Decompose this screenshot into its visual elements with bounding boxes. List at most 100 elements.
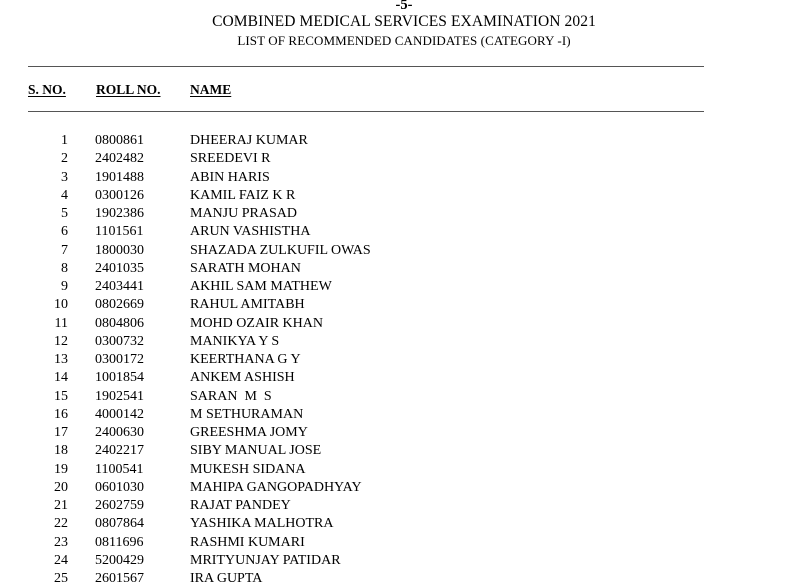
cell-serial-number: 14 [54, 370, 68, 386]
document-subtitle: LIST OF RECOMMENDED CANDIDATES (CATEGORY… [237, 33, 571, 48]
document-title: COMBINED MEDICAL SERVICES EXAMINATION 20… [212, 13, 596, 30]
cell-serial-number: 11 [54, 315, 68, 331]
cell-serial-number: 3 [61, 169, 68, 185]
table-header-row: S. NO. ROLL NO. NAME [0, 82, 808, 100]
cell-candidate-name: ANKEM ASHISH [190, 370, 295, 386]
cell-candidate-name: RAJAT PANDEY [190, 498, 291, 513]
cell-roll-number: 0807864 [95, 516, 144, 532]
cell-roll-number: 5200429 [95, 552, 144, 568]
cell-roll-number: 0802669 [95, 297, 144, 313]
cell-candidate-name: SHAZADA ZULKUFIL OWAS [190, 242, 371, 258]
cell-candidate-name: SREEDEVI R [190, 151, 271, 167]
table-row: 4 0300126 KAMIL FAIZ K R [0, 187, 808, 205]
cell-candidate-name: ABIN HARIS [190, 169, 270, 185]
cell-candidate-name: RASHMI KUMARI [190, 534, 305, 550]
cell-roll-number: 0811696 [95, 534, 144, 550]
column-header-roll-number: ROLL NO. [96, 82, 161, 97]
table-row: 5 1902386 MANJU PRASAD [0, 205, 808, 223]
cell-roll-number: 2402217 [95, 443, 144, 459]
cell-candidate-name: ARUN VASHISTHA [190, 224, 311, 240]
table-row: 23 0811696 RASHMI KUMARI [0, 534, 808, 552]
table-row: 10 0802669 RAHUL AMITABH [0, 296, 808, 314]
column-header-serial-number: S. NO. [28, 82, 66, 97]
cell-candidate-name: SARATH MOHAN [190, 260, 301, 276]
cell-candidate-name: MOHD OZAIR KHAN [190, 315, 323, 331]
cell-candidate-name: KAMIL FAIZ K R [190, 187, 296, 203]
cell-serial-number: 4 [61, 187, 68, 203]
cell-roll-number: 0300126 [95, 187, 144, 203]
cell-candidate-name: M SETHURAMAN [190, 406, 304, 422]
cell-candidate-name: SARAN M S [190, 388, 272, 404]
cell-roll-number: 1101561 [95, 224, 144, 240]
table-row: 20 0601030 MAHIPA GANGOPADHYAY [0, 479, 808, 497]
table-row: 21 2602759 RAJAT PANDEY [0, 497, 808, 515]
cell-candidate-name: IRA GUPTA [190, 571, 263, 586]
table-row: 17 2400630 GREESHMA JOMY [0, 424, 808, 442]
cell-serial-number: 2 [61, 151, 68, 167]
cell-candidate-name: MANIKYA Y S [190, 333, 280, 349]
cell-roll-number: 1001854 [95, 370, 144, 386]
cell-roll-number: 2400630 [95, 425, 144, 440]
table-row: 14 1001854 ANKEM ASHISH [0, 369, 808, 387]
table-row: 15 1902541 SARAN M S [0, 388, 808, 406]
header-rule-bottom [28, 111, 704, 112]
cell-roll-number: 1901488 [95, 169, 144, 185]
cell-serial-number: 17 [54, 425, 68, 440]
table-row: 16 4000142 M SETHURAMAN [0, 406, 808, 424]
cell-serial-number: 8 [61, 260, 68, 276]
cell-candidate-name: MRITYUNJAY PATIDAR [190, 552, 341, 568]
table-row: 13 0300172 KEERTHANA G Y [0, 351, 808, 369]
cell-roll-number: 1100541 [95, 461, 144, 477]
column-header-name: NAME [190, 82, 232, 97]
table-row: 25 2601567 IRA GUPTA [0, 570, 808, 588]
cell-candidate-name: KEERTHANA G Y [190, 352, 301, 367]
table-row: 6 1101561 ARUN VASHISTHA [0, 223, 808, 241]
table-row: 24 5200429 MRITYUNJAY PATIDAR [0, 552, 808, 570]
cell-candidate-name: MAHIPA GANGOPADHYAY [190, 479, 362, 495]
cell-roll-number: 0300732 [95, 333, 144, 349]
header-rule-top [28, 66, 704, 67]
table-row: 2 2402482 SREEDEVI R [0, 150, 808, 168]
cell-serial-number: 7 [61, 242, 68, 258]
cell-serial-number: 6 [61, 224, 68, 240]
table-row: 12 0300732 MANIKYA Y S [0, 333, 808, 351]
cell-serial-number: 15 [54, 388, 68, 404]
cell-serial-number: 24 [54, 552, 68, 568]
table-row: 18 2402217 SIBY MANUAL JOSE [0, 442, 808, 460]
cell-roll-number: 2402482 [95, 151, 144, 167]
cell-serial-number: 13 [54, 352, 68, 367]
cell-serial-number: 9 [61, 279, 68, 294]
table-row: 8 2401035 SARATH MOHAN [0, 260, 808, 278]
cell-roll-number: 1902541 [95, 388, 144, 404]
table-row: 11 0804806 MOHD OZAIR KHAN [0, 315, 808, 333]
cell-serial-number: 5 [61, 206, 68, 221]
cell-serial-number: 20 [54, 479, 68, 495]
cell-serial-number: 22 [54, 516, 68, 532]
table-row: 19 1100541 MUKESH SIDANA [0, 461, 808, 479]
cell-roll-number: 0601030 [95, 479, 144, 495]
cell-serial-number: 25 [54, 571, 68, 586]
cell-serial-number: 12 [54, 333, 68, 349]
cell-serial-number: 21 [54, 498, 68, 513]
table-row: 22 0807864 YASHIKA MALHOTRA [0, 515, 808, 533]
cell-roll-number: 1800030 [95, 242, 144, 258]
cell-serial-number: 18 [54, 443, 68, 459]
cell-roll-number: 2403441 [95, 279, 144, 294]
cell-roll-number: 0300172 [95, 352, 144, 367]
page-number-marker: -5- [395, 0, 413, 13]
cell-candidate-name: MANJU PRASAD [190, 206, 297, 221]
cell-candidate-name: MUKESH SIDANA [190, 461, 306, 477]
cell-roll-number: 4000142 [95, 406, 144, 422]
table-row: 1 0800861 DHEERAJ KUMAR [0, 132, 808, 150]
cell-roll-number: 2601567 [95, 571, 144, 586]
cell-candidate-name: RAHUL AMITABH [190, 297, 305, 313]
table-row: 9 2403441 AKHIL SAM MATHEW [0, 278, 808, 296]
cell-roll-number: 2602759 [95, 498, 144, 513]
cell-candidate-name: YASHIKA MALHOTRA [190, 516, 334, 532]
cell-roll-number: 1902386 [95, 206, 144, 221]
cell-candidate-name: SIBY MANUAL JOSE [190, 443, 322, 459]
cell-candidate-name: DHEERAJ KUMAR [190, 133, 308, 148]
cell-serial-number: 19 [54, 461, 68, 477]
table-row: 3 1901488 ABIN HARIS [0, 169, 808, 187]
